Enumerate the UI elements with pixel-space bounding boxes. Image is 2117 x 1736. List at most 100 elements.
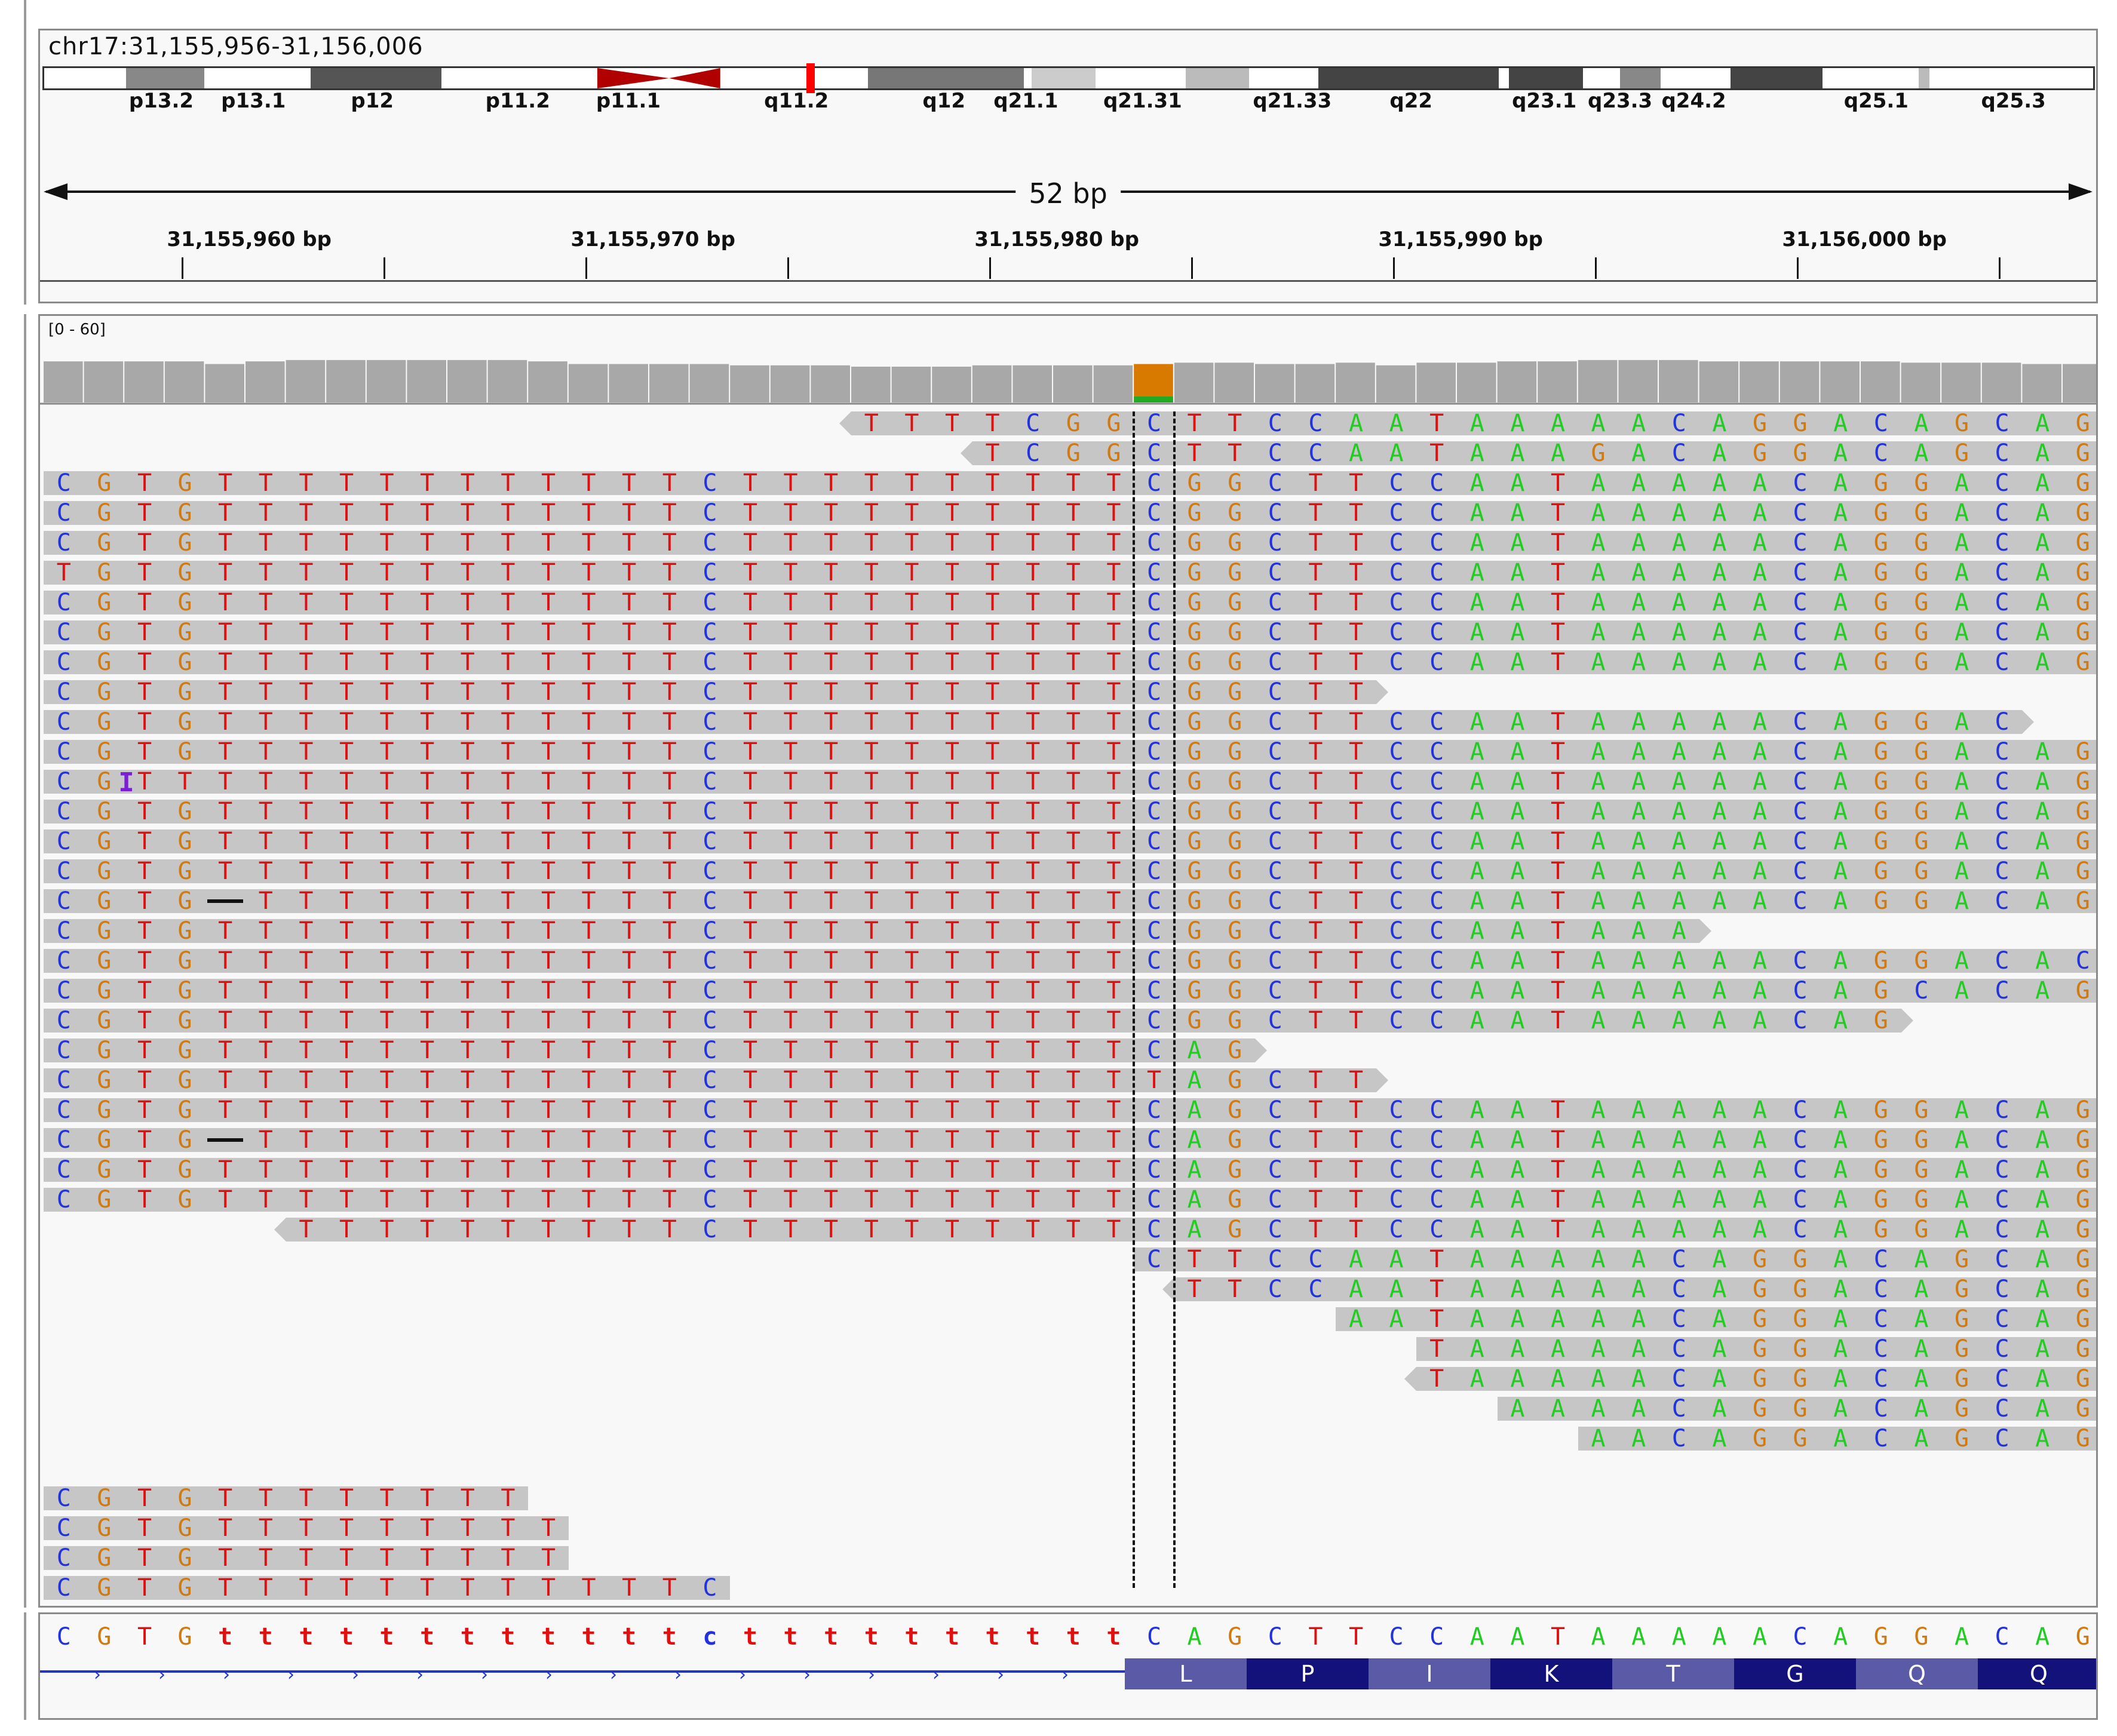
coverage-bar[interactable] bbox=[407, 360, 446, 402]
coverage-bar[interactable] bbox=[2022, 364, 2061, 402]
ideogram-band[interactable] bbox=[669, 68, 720, 88]
coverage-bar[interactable] bbox=[609, 364, 648, 402]
read-alignment[interactable] bbox=[44, 591, 2096, 614]
coverage-bar[interactable] bbox=[851, 367, 891, 402]
ideogram-band[interactable] bbox=[126, 68, 204, 88]
coverage-bar[interactable] bbox=[1416, 362, 1456, 402]
amino-acid[interactable]: K bbox=[1490, 1658, 1612, 1689]
read-alignment[interactable] bbox=[44, 1486, 529, 1510]
coverage-bar[interactable] bbox=[1861, 361, 1900, 402]
read-alignment[interactable] bbox=[44, 979, 2096, 1003]
amino-acid[interactable]: P bbox=[1247, 1658, 1369, 1689]
ideogram-band[interactable] bbox=[1509, 68, 1583, 88]
read-alignment[interactable] bbox=[44, 1158, 2096, 1182]
ideogram-band[interactable] bbox=[1823, 68, 1919, 88]
ideogram-band[interactable] bbox=[1318, 68, 1499, 88]
read-alignment[interactable] bbox=[44, 650, 2096, 674]
read-alignment[interactable] bbox=[274, 1218, 2096, 1242]
ideogram-band[interactable] bbox=[441, 68, 598, 88]
coverage-bar[interactable] bbox=[44, 361, 83, 402]
coverage-bar[interactable] bbox=[286, 360, 326, 402]
coverage-bar[interactable] bbox=[1174, 362, 1214, 402]
coverage-bar[interactable] bbox=[1093, 365, 1133, 402]
coverage-bar[interactable] bbox=[2063, 364, 2098, 402]
read-alignment[interactable] bbox=[44, 501, 2096, 525]
coverage-bar[interactable] bbox=[1214, 362, 1254, 402]
coverage-bar[interactable] bbox=[205, 364, 244, 402]
read-alignment[interactable] bbox=[44, 1188, 2096, 1212]
coverage-bar[interactable] bbox=[891, 367, 931, 402]
read-alignment[interactable] bbox=[1497, 1397, 2096, 1421]
read-alignment[interactable] bbox=[44, 949, 2096, 973]
coverage-bar[interactable] bbox=[124, 361, 164, 402]
read-alignment[interactable] bbox=[1578, 1427, 2096, 1451]
coverage-bar[interactable] bbox=[1457, 362, 1496, 402]
coverage-bar[interactable] bbox=[366, 360, 406, 402]
ideogram-band[interactable] bbox=[1619, 68, 1661, 88]
coverage-bar[interactable] bbox=[447, 360, 487, 402]
read-alignment[interactable] bbox=[960, 441, 2096, 465]
read-alignment[interactable] bbox=[1134, 1248, 2096, 1271]
read-alignment[interactable] bbox=[44, 1128, 2096, 1152]
ideogram-band[interactable] bbox=[1919, 68, 1929, 88]
amino-acid[interactable]: L bbox=[1125, 1658, 1247, 1689]
insertion-mark-icon[interactable]: I bbox=[118, 767, 134, 798]
read-alignment[interactable] bbox=[44, 1009, 1913, 1033]
amino-acid[interactable]: G bbox=[1734, 1658, 1856, 1689]
amino-acid[interactable]: T bbox=[1612, 1658, 1734, 1689]
coverage-bar[interactable] bbox=[487, 360, 527, 402]
coverage-bar[interactable] bbox=[1053, 365, 1093, 402]
coverage-bar[interactable] bbox=[649, 364, 689, 402]
ideogram-band[interactable] bbox=[1730, 68, 1823, 88]
coverage-bar[interactable] bbox=[1578, 360, 1618, 402]
ideogram-band[interactable] bbox=[1582, 68, 1620, 88]
read-alignment[interactable] bbox=[1416, 1337, 2096, 1361]
coverage-bar[interactable] bbox=[770, 365, 810, 402]
amino-acid[interactable]: I bbox=[1369, 1658, 1490, 1689]
read-alignment[interactable] bbox=[44, 740, 2096, 764]
read-alignment[interactable] bbox=[44, 770, 2096, 794]
ideogram-band[interactable] bbox=[1248, 68, 1319, 88]
coverage-bar[interactable] bbox=[1618, 360, 1658, 402]
read-alignment[interactable] bbox=[44, 800, 2096, 824]
ideogram-band[interactable] bbox=[310, 68, 442, 88]
read-alignment[interactable] bbox=[44, 561, 2096, 585]
ideogram-band[interactable] bbox=[1661, 68, 1731, 88]
ideogram-band[interactable] bbox=[1095, 68, 1186, 88]
coverage-bar[interactable] bbox=[1134, 364, 1173, 402]
read-alignment[interactable] bbox=[44, 1068, 1388, 1092]
read-alignment[interactable] bbox=[44, 680, 1388, 704]
read-alignment[interactable] bbox=[44, 829, 2096, 853]
coverage-track[interactable] bbox=[40, 316, 2098, 405]
coverage-bar[interactable] bbox=[1538, 361, 1577, 402]
read-alignment[interactable] bbox=[44, 531, 2096, 555]
coverage-bar[interactable] bbox=[164, 361, 204, 402]
read-alignment[interactable] bbox=[839, 411, 2096, 435]
coverage-bar[interactable] bbox=[730, 365, 769, 402]
coverage-bar[interactable] bbox=[1497, 361, 1537, 402]
ideogram-band[interactable] bbox=[204, 68, 311, 88]
locus-label[interactable]: chr17:31,155,956-31,156,006 bbox=[48, 33, 424, 60]
coverage-bar[interactable] bbox=[932, 367, 971, 402]
coverage-bar[interactable] bbox=[84, 361, 124, 402]
coverage-bar[interactable] bbox=[1336, 362, 1375, 402]
chromosome-ideogram[interactable] bbox=[42, 63, 2095, 93]
read-alignment[interactable] bbox=[44, 1038, 1267, 1062]
coverage-bar[interactable] bbox=[1739, 361, 1779, 402]
ideogram-band[interactable] bbox=[1499, 68, 1509, 88]
ideogram-band[interactable] bbox=[867, 68, 1024, 88]
coverage-bar[interactable] bbox=[1941, 362, 1981, 402]
coverage-bar[interactable] bbox=[1981, 362, 2021, 402]
coverage-bar[interactable] bbox=[1659, 360, 1698, 402]
coverage-bar[interactable] bbox=[1820, 361, 1860, 402]
coverage-bar[interactable] bbox=[1013, 365, 1052, 402]
read-alignment[interactable] bbox=[44, 1546, 569, 1570]
amino-acid[interactable]: Q bbox=[1856, 1658, 1978, 1689]
read-alignment[interactable] bbox=[44, 1098, 2096, 1122]
coverage-bar[interactable] bbox=[528, 361, 567, 402]
coverage-bar[interactable] bbox=[689, 364, 729, 402]
